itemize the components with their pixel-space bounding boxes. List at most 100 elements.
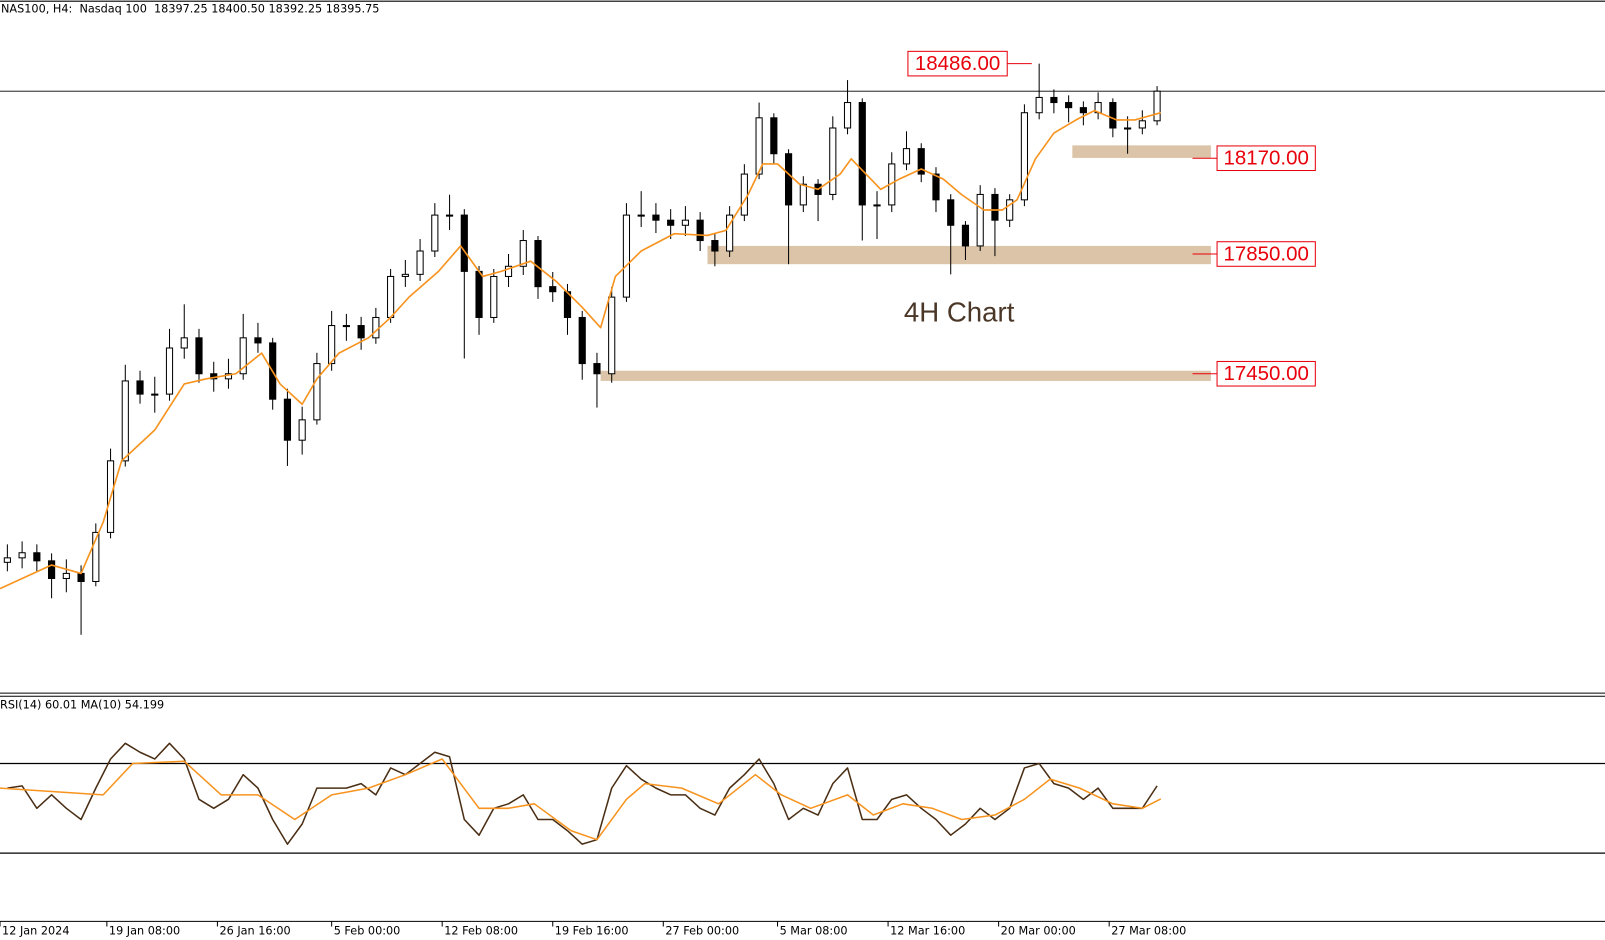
indicator-line [0, 758, 1162, 841]
candle-body [490, 275, 498, 318]
candle-body [1020, 112, 1028, 201]
candle-body [239, 337, 247, 375]
candle-body [416, 250, 424, 275]
candle-body [298, 419, 306, 441]
candle-body [976, 193, 984, 247]
x-tick-label: 12 Feb 08:00 [444, 925, 518, 938]
candle-body [549, 286, 557, 293]
level-label: 17450.00 [1224, 362, 1309, 385]
level-label-box [1216, 360, 1316, 387]
candle-body [18, 552, 26, 559]
candle-body [92, 531, 100, 583]
level-label: 18170.00 [1224, 147, 1309, 170]
candle-body [165, 347, 174, 395]
candle-body [873, 204, 881, 207]
candle-body [991, 193, 999, 221]
x-tick-label: 20 Mar 00:00 [1001, 925, 1076, 938]
candle-body [342, 325, 350, 328]
candle-body [1006, 199, 1014, 221]
candle-body [755, 117, 763, 175]
candle-body [667, 219, 675, 226]
candle-body [902, 148, 911, 165]
candle-body [711, 240, 719, 252]
candle-body [726, 214, 734, 252]
candle-body [519, 240, 527, 267]
candle-body [401, 273, 409, 277]
candle-body [652, 214, 660, 221]
candle-body [829, 127, 837, 195]
support-zone [1072, 145, 1211, 158]
candle-body [195, 337, 203, 375]
candle-body [961, 224, 970, 247]
x-tick-label: 27 Mar 08:00 [1111, 925, 1186, 938]
candle-body [932, 173, 940, 201]
rsi-pane [0, 742, 1605, 854]
support-zone [707, 245, 1211, 265]
level-label-box [1216, 241, 1316, 267]
x-tick-label: 19 Jan 08:00 [109, 925, 180, 938]
candle-body [799, 183, 807, 206]
candle-body [313, 363, 321, 421]
candle-body [357, 325, 365, 339]
candle-body [504, 265, 513, 277]
candle-body [1109, 102, 1117, 129]
candle-body [578, 316, 586, 365]
candle-body [593, 363, 601, 375]
candle-body [460, 214, 468, 272]
candle-body [947, 199, 955, 226]
candle-body [151, 393, 159, 396]
candle-body [283, 398, 292, 441]
level-label-box [1216, 145, 1316, 172]
candle-body [77, 572, 85, 583]
candle-body [681, 219, 689, 226]
candle-body [33, 552, 41, 562]
candle-body [1035, 96, 1043, 114]
candle-body [445, 214, 454, 217]
candle-body [3, 557, 11, 563]
candle-body [62, 572, 70, 580]
main-pane: 18170.00 17850.00 17450.00 18486.00 [0, 50, 1605, 635]
candle-body [637, 214, 645, 217]
chart-title: NAS100, H4: Nasdaq 100 18397.25 18400.50… [1, 2, 379, 15]
level-label: 17850.00 [1224, 242, 1309, 265]
candle-body [48, 560, 56, 580]
candle-body [770, 117, 778, 155]
candle-body [917, 148, 925, 175]
candle-body [328, 325, 336, 365]
candle-body [180, 337, 188, 349]
candle-body [1079, 107, 1087, 114]
candle-body [475, 270, 483, 318]
candle-body [1124, 127, 1132, 130]
x-tick-label: 12 Jan 2024 [2, 925, 69, 938]
candle-body [254, 337, 262, 344]
x-tick-label: 19 Feb 16:00 [555, 925, 629, 938]
candle-body [121, 380, 129, 462]
candle-body [784, 153, 793, 206]
x-tick-label: 12 Mar 16:00 [890, 925, 965, 938]
x-tick-label: 5 Feb 00:00 [334, 925, 401, 938]
level-label-box [907, 50, 1008, 77]
candle-body [622, 214, 631, 298]
candle-body [740, 173, 748, 216]
x-tick-label: 5 Mar 08:00 [780, 925, 848, 938]
indicator-title: RSI(14) 60.01 MA(10) 54.199 [0, 698, 164, 711]
candle-body [136, 380, 144, 395]
candle-body [431, 214, 439, 252]
level-label: 18486.00 [915, 52, 1000, 75]
x-tick-label: 27 Feb 00:00 [665, 925, 739, 938]
x-tick-label: 26 Jan 16:00 [219, 925, 290, 938]
header-bg [0, 2, 343, 17]
candle-body [843, 102, 852, 129]
candle-body [696, 219, 704, 242]
candle-body [1138, 120, 1146, 129]
indicator-line [7, 742, 1158, 845]
candle-body [1153, 90, 1161, 122]
support-zone [600, 370, 1211, 381]
moving-average [0, 109, 1161, 590]
candle-body [858, 102, 866, 206]
annotation: 4H Chart [904, 297, 1015, 328]
candle-body [1065, 102, 1073, 109]
candle-body [387, 275, 395, 318]
candle-body [608, 296, 616, 375]
